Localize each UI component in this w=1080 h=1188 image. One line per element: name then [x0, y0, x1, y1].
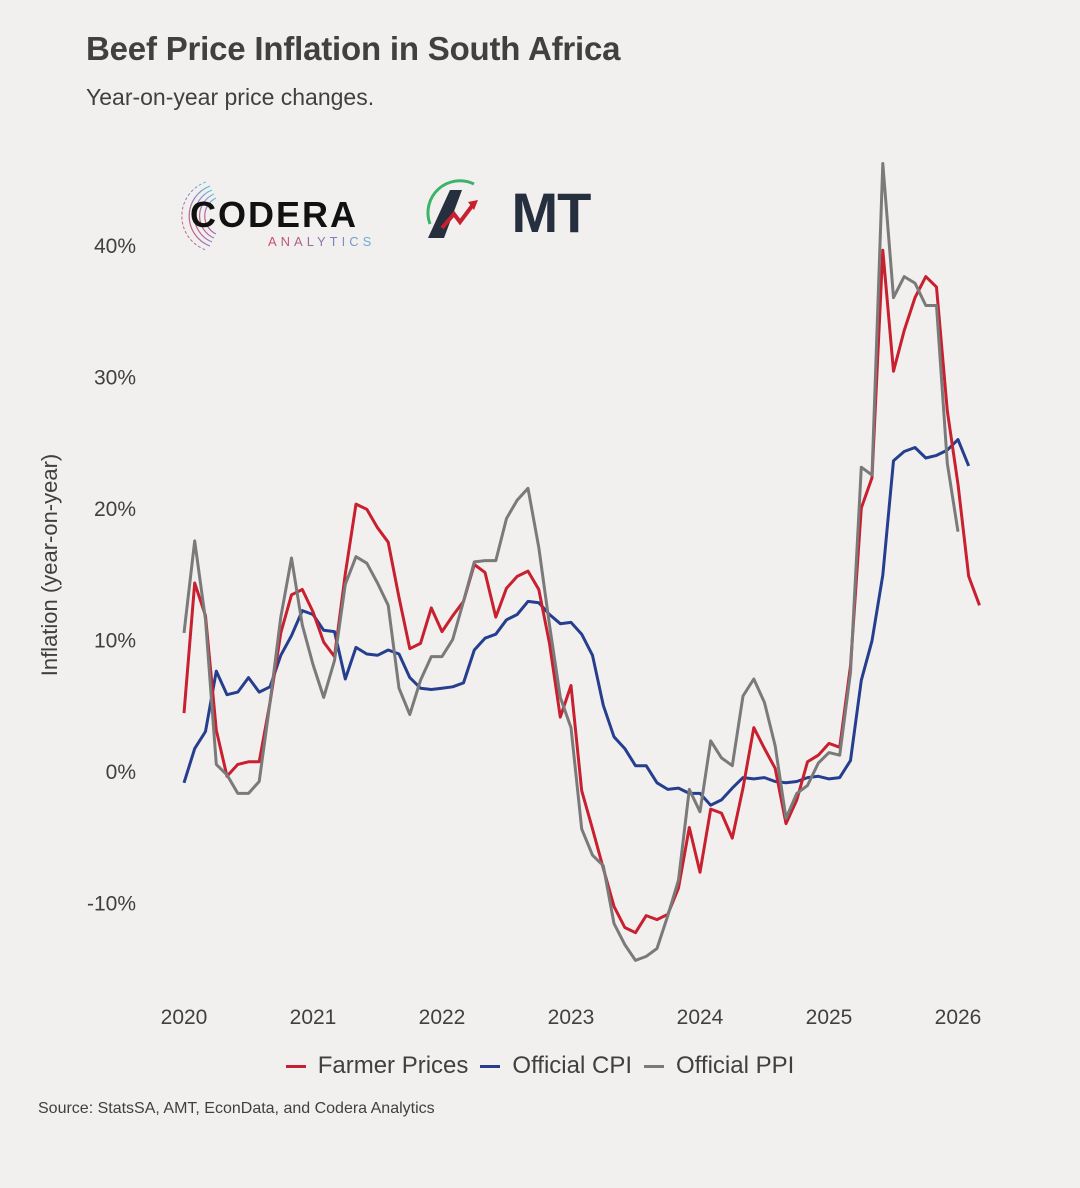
legend-item-official-cpi: Official CPI [480, 1052, 632, 1080]
x-tick-label: 2025 [806, 1006, 853, 1029]
legend-swatch-official-cpi [480, 1064, 501, 1068]
legend-swatch-official-ppi [644, 1064, 664, 1068]
source-note: Source: StatsSA, AMT, EconData, and Code… [38, 1100, 435, 1117]
x-tick-label: 2024 [677, 1006, 724, 1029]
x-tick-label: 2021 [290, 1006, 337, 1029]
codera-subtitle: ANALYTICS [268, 234, 376, 249]
codera-logo: CODERA ANALYTICS [168, 176, 388, 256]
x-tick-label: 2020 [161, 1006, 208, 1029]
y-axis-label: Inflation (year-on-year) [37, 453, 62, 677]
y-tick-label: 0% [106, 761, 136, 784]
codera-wordmark: CODERA [190, 194, 359, 235]
amt-letters: MT [511, 181, 591, 244]
legend: Farmer Prices Official CPI Official PPI [0, 1052, 1080, 1080]
y-tick-label: 20% [94, 498, 136, 521]
x-tick-label: 2022 [419, 1006, 466, 1029]
amt-logo: AMT [422, 176, 591, 256]
amt-wordmark: AMT [472, 180, 591, 245]
x-axis-ticks: 2020 2021 2022 2023 2024 2025 2026 [161, 1006, 982, 1029]
y-tick-label: 30% [94, 367, 136, 390]
y-tick-label: 40% [94, 235, 136, 258]
x-tick-label: 2026 [935, 1006, 982, 1029]
y-tick-label: 10% [94, 630, 136, 653]
legend-item-farmer-prices: Farmer Prices [285, 1052, 469, 1080]
y-axis-ticks: -10% 0% 10% 20% 30% 40% [87, 235, 136, 916]
legend-swatch-farmer-prices [285, 1064, 306, 1068]
chart-title: Beef Price Inflation in South Africa [86, 30, 621, 67]
logos: CODERA ANALYTICS AMT [168, 176, 591, 256]
series-line-official-ppi [182, 162, 960, 962]
series-lines [182, 162, 981, 962]
legend-label-official-cpi: Official CPI [512, 1052, 632, 1079]
legend-label-farmer-prices: Farmer Prices [317, 1052, 469, 1079]
y-tick-label: -10% [87, 893, 136, 916]
legend-item-official-ppi: Official PPI [644, 1052, 794, 1080]
legend-label-official-ppi: Official PPI [676, 1052, 795, 1079]
x-tick-label: 2023 [548, 1006, 595, 1029]
amt-arrow-icon [426, 179, 478, 238]
codera-circuit-icon [181, 181, 217, 251]
chart-subtitle: Year-on-year price changes. [86, 84, 375, 110]
